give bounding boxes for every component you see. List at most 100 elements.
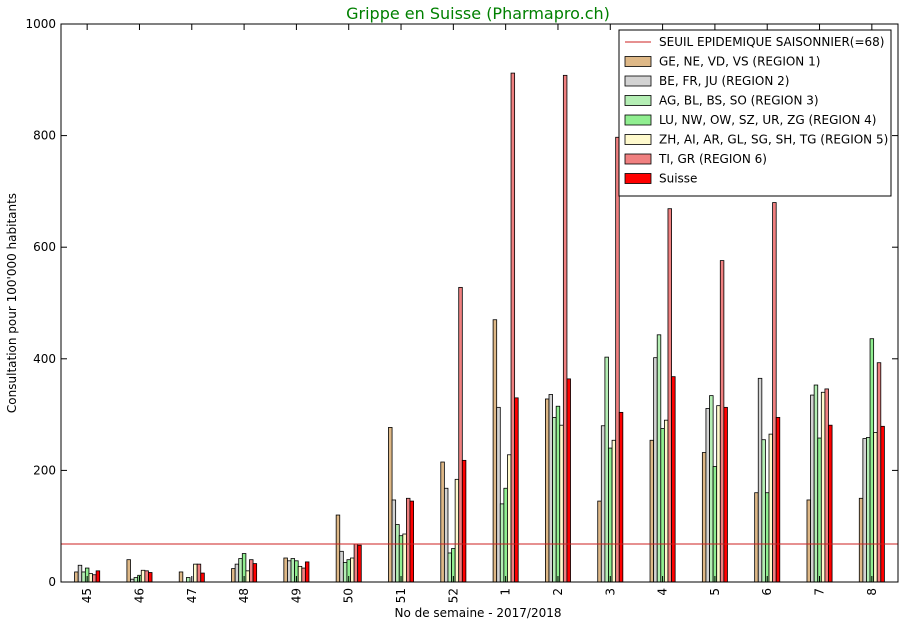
- bar-week-7-series-2: [810, 394, 815, 583]
- bar-week-51-series-4: [398, 535, 404, 583]
- x-tick-label: 51: [394, 588, 408, 603]
- bar-week-50-series-1: [335, 514, 341, 583]
- bar-week-48-series-7: [252, 563, 258, 583]
- bar-week-3-series-6: [615, 136, 620, 583]
- bar-week-3-series-7: [618, 411, 624, 583]
- bar-week-6-series-3: [761, 439, 766, 583]
- legend-swatch-series-1: [624, 56, 652, 67]
- legend-label-series-1: GE, NE, VD, VS (REGION 1): [659, 55, 820, 69]
- bar-week-49-series-7: [304, 561, 310, 583]
- bar-week-52-series-2: [443, 487, 449, 583]
- bar-week-1-series-4: [503, 487, 508, 583]
- bar-week-46-series-5: [140, 569, 146, 583]
- bar-week-8-series-1: [858, 497, 864, 583]
- bar-week-51-series-3: [395, 524, 400, 583]
- x-tick-label: 4: [656, 588, 670, 596]
- bar-week-2-series-7: [566, 378, 571, 583]
- bar-week-4-series-1: [649, 439, 655, 583]
- y-tick-label: 200: [33, 463, 56, 477]
- bar-week-51-series-1: [388, 427, 393, 583]
- bar-week-46-series-7: [148, 572, 153, 583]
- bar-week-47-series-1: [178, 571, 184, 583]
- bar-week-1-series-7: [514, 397, 519, 583]
- bar-week-52-series-1: [440, 461, 445, 583]
- bar-week-5-series-3: [709, 395, 714, 583]
- bar-week-50-series-2: [339, 550, 344, 583]
- bar-week-4-series-6: [667, 208, 672, 583]
- bar-week-8-series-2: [862, 438, 867, 583]
- x-axis: 45 46 47 48 49 50 51 52 1 2 3 4 5 6 7 8: [80, 24, 879, 603]
- bar-week-8-series-7: [880, 425, 885, 583]
- bar-week-52-series-6: [458, 286, 463, 583]
- bar-week-49-series-1: [283, 557, 288, 583]
- legend-label-series-5: ZH, AI, AR, GL, SG, SH, TG (REGION 5): [659, 133, 888, 147]
- legend-label-series-6: TI, GR (REGION 6): [658, 152, 767, 166]
- bar-week-5-series-6: [719, 260, 725, 583]
- x-tick-label: 45: [80, 588, 94, 603]
- bar-week-45-series-6: [92, 574, 97, 583]
- bar-week-51-series-2: [391, 499, 397, 583]
- bar-week-3-series-4: [608, 447, 613, 583]
- legend-swatch-series-2: [624, 75, 652, 87]
- bar-week-48-series-1: [231, 568, 236, 583]
- bar-week-45-series-5: [88, 573, 93, 583]
- x-tick-label: 1: [499, 588, 513, 596]
- bar-week-45-series-1: [74, 571, 79, 583]
- x-axis-label: No de semaine - 2017/2018: [394, 606, 561, 620]
- bar-week-50-series-5: [350, 557, 355, 583]
- bar-week-3-series-5: [611, 439, 617, 583]
- bar-week-5-series-5: [716, 405, 721, 583]
- x-tick-label: 48: [237, 588, 251, 603]
- bar-week-5-series-4: [712, 466, 718, 583]
- bar-week-49-series-3: [290, 558, 296, 583]
- x-tick-label: 52: [446, 588, 460, 603]
- y-axis: 0 200 400 600 800 1000: [25, 17, 898, 589]
- bar-week-47-series-5: [193, 563, 198, 583]
- bar-week-8-series-5: [873, 432, 878, 583]
- bar-week-5-series-2: [705, 408, 710, 583]
- legend-label-series-2: BE, FR, JU (REGION 2): [659, 74, 789, 88]
- bar-week-4-series-5: [663, 419, 669, 583]
- bar-week-7-series-3: [813, 384, 819, 583]
- bar-week-52-series-3: [447, 552, 452, 583]
- bar-week-47-series-7: [200, 572, 205, 583]
- bar-week-4-series-3: [656, 334, 662, 583]
- chart-title: Grippe en Suisse (Pharmapro.ch): [346, 4, 610, 23]
- bar-week-1-series-1: [492, 319, 498, 583]
- y-tick-label: 0: [48, 575, 56, 589]
- x-tick-label: 49: [289, 588, 303, 603]
- bar-week-5-series-1: [701, 452, 707, 583]
- bar-week-7-series-6: [824, 388, 829, 583]
- x-tick-label: 5: [708, 588, 722, 596]
- bar-week-7-series-4: [817, 437, 822, 583]
- bar-week-47-series-6: [196, 563, 202, 583]
- bar-week-51-series-5: [402, 533, 407, 583]
- legend-swatch-series-3: [624, 95, 652, 106]
- bar-week-4-series-7: [671, 376, 676, 583]
- bar-week-52-series-7: [461, 459, 467, 583]
- bar-week-45-series-7: [95, 570, 101, 583]
- x-tick-label: 50: [342, 588, 356, 603]
- bar-week-6-series-2: [757, 377, 763, 583]
- y-tick-label: 800: [33, 129, 56, 143]
- bar-week-46-series-6: [144, 570, 149, 583]
- bar-week-49-series-6: [301, 567, 306, 583]
- bar-week-52-series-5: [454, 478, 460, 583]
- bar-week-51-series-6: [406, 497, 411, 583]
- bar-week-2-series-1: [545, 398, 550, 583]
- bar-week-46-series-3: [133, 577, 139, 583]
- bar-week-48-series-6: [249, 559, 254, 583]
- bar-week-48-series-5: [245, 570, 250, 583]
- bar-week-1-series-3: [499, 503, 505, 583]
- legend-label-series-7: Suisse: [659, 172, 697, 186]
- legend-swatch-series-4: [624, 114, 652, 126]
- bar-week-8-series-4: [869, 338, 875, 583]
- bar-week-2-series-6: [562, 74, 568, 583]
- bar-week-7-series-7: [828, 424, 833, 583]
- bar-week-50-series-3: [342, 562, 348, 583]
- bar-week-48-series-3: [238, 558, 243, 583]
- y-tick-label: 1000: [25, 17, 56, 31]
- bar-week-3-series-3: [604, 356, 609, 583]
- bar-week-50-series-7: [357, 544, 362, 583]
- bar-week-2-series-3: [552, 416, 557, 583]
